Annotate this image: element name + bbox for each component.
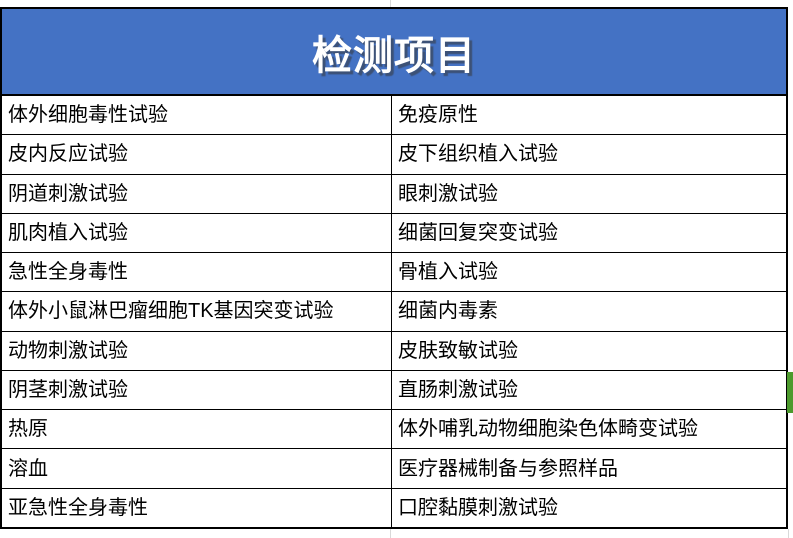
table-cell[interactable]: 医疗器械制备与参照样品	[391, 449, 786, 488]
table-cell[interactable]: 急性全身毒性	[8, 261, 128, 284]
table-cell[interactable]: 皮下组织植入试验	[391, 135, 786, 174]
table-row: 肌肉植入试验 细菌回复突变试验	[2, 213, 786, 254]
table-cell[interactable]: 热原	[8, 418, 48, 441]
table-cell[interactable]: 亚急性全身毒性	[8, 496, 148, 519]
table-cell[interactable]: 骨植入试验	[391, 253, 786, 292]
table-cell[interactable]: 体外细胞毒性试验	[8, 104, 168, 127]
test-items-table: 检测项目 体外细胞毒性试验 免疫原性 皮内反应试验 皮下组织植入试验 阴道刺激试…	[0, 7, 788, 529]
table-header[interactable]: 检测项目	[2, 9, 786, 96]
table-cell[interactable]: 口腔黏膜刺激试验	[391, 488, 786, 527]
table-cell[interactable]: 肌肉植入试验	[8, 221, 128, 244]
table-title: 检测项目	[312, 33, 476, 78]
table-row: 体外小鼠淋巴瘤细胞TK基因突变试验 细菌内毒素	[2, 292, 786, 332]
table-cell[interactable]: 溶血	[8, 457, 48, 480]
table-row: 皮内反应试验 皮下组织植入试验	[2, 135, 786, 175]
gridline	[390, 529, 391, 538]
table-cell[interactable]: 阴道刺激试验	[8, 182, 128, 205]
table-cell[interactable]: 免疫原性	[391, 96, 786, 135]
table-cell[interactable]: 体外小鼠淋巴瘤细胞TK基因突变试验	[8, 300, 334, 323]
table-cell[interactable]: 动物刺激试验	[8, 339, 128, 362]
table-row: 阴茎刺激试验 直肠刺激试验	[2, 370, 786, 411]
table-body: 体外细胞毒性试验 免疫原性 皮内反应试验 皮下组织植入试验 阴道刺激试验 眼刺激…	[2, 96, 786, 527]
table-cell[interactable]: 皮肤致敏试验	[391, 331, 786, 370]
table-cell[interactable]: 眼刺激试验	[391, 174, 786, 213]
table-cell[interactable]: 阴茎刺激试验	[8, 378, 128, 401]
gridline	[788, 529, 789, 538]
table-row: 动物刺激试验 皮肤致敏试验	[2, 331, 786, 371]
table-row: 溶血 医疗器械制备与参照样品	[2, 449, 786, 489]
table-row: 亚急性全身毒性 口腔黏膜刺激试验	[2, 488, 786, 527]
table-cell[interactable]: 直肠刺激试验	[391, 370, 786, 410]
table-cell[interactable]: 细菌内毒素	[391, 292, 786, 331]
table-row: 热原 体外哺乳动物细胞染色体畸变试验	[2, 410, 786, 450]
table-cell[interactable]: 细菌回复突变试验	[391, 213, 786, 253]
table-cell[interactable]: 体外哺乳动物细胞染色体畸变试验	[391, 410, 786, 449]
gridline	[390, 0, 391, 7]
table-row: 体外细胞毒性试验 免疫原性	[2, 96, 786, 136]
table-row: 阴道刺激试验 眼刺激试验	[2, 174, 786, 214]
table-row: 急性全身毒性 骨植入试验	[2, 253, 786, 293]
green-selection-marker	[787, 372, 793, 413]
table-cell[interactable]: 皮内反应试验	[8, 143, 128, 166]
